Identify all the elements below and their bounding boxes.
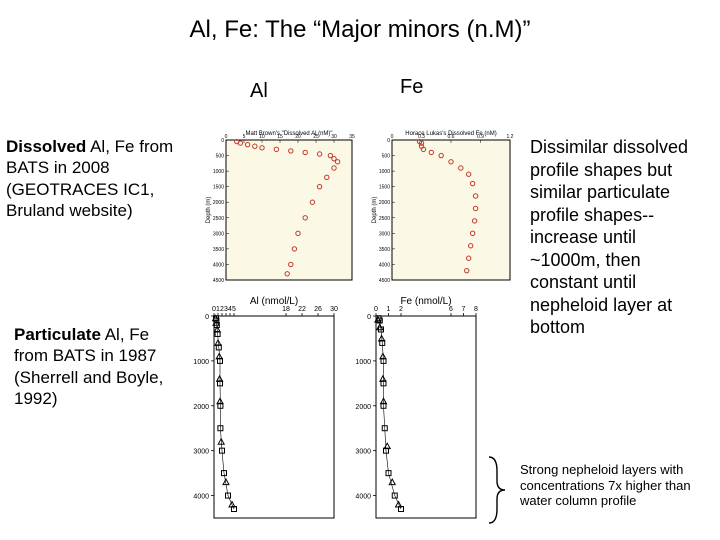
svg-text:1500: 1500 [213,185,224,191]
svg-text:3000: 3000 [379,231,390,237]
svg-text:3000: 3000 [193,449,209,456]
svg-text:Fe (nmol/L): Fe (nmol/L) [400,296,451,307]
svg-text:Depth (m): Depth (m) [372,197,378,224]
svg-text:2000: 2000 [213,200,224,206]
svg-text:4000: 4000 [355,494,371,501]
svg-text:18: 18 [282,306,290,313]
chart-dissolved-fe: Horace Lukas's Dissolved Fe (nM)00.30.60… [366,126,516,286]
column-label-fe: Fe [400,76,423,99]
svg-text:1000: 1000 [379,169,390,175]
svg-text:4500: 4500 [213,278,224,284]
caption-interpretation: Dissimilar dissolved profile shapes but … [530,136,710,339]
svg-text:20: 20 [295,134,301,140]
caption-particulate: Particulate Al, Fe from BATS in 1987 (Sh… [14,324,174,409]
svg-text:2500: 2500 [379,216,390,222]
svg-text:10: 10 [259,134,265,140]
svg-text:6: 6 [449,306,453,313]
svg-text:0: 0 [367,314,371,321]
svg-text:0.9: 0.9 [477,134,484,140]
svg-text:1000: 1000 [213,169,224,175]
svg-text:1500: 1500 [379,185,390,191]
svg-text:30: 30 [331,134,337,140]
svg-text:4000: 4000 [379,262,390,268]
svg-text:8: 8 [474,306,478,313]
svg-text:0.6: 0.6 [448,134,455,140]
svg-text:3500: 3500 [379,247,390,253]
svg-text:0: 0 [374,306,378,313]
page-title: Al, Fe: The “Major minors (n.M)” [0,16,720,44]
caption-dissolved: Dissolved Al, Fe from BATS in 2008 (GEOT… [6,136,176,221]
svg-text:35: 35 [349,134,355,140]
svg-text:1000: 1000 [193,359,209,366]
svg-text:2: 2 [399,306,403,313]
svg-text:2000: 2000 [193,404,209,411]
svg-text:Al (nmol/L): Al (nmol/L) [250,296,298,307]
svg-text:1: 1 [387,306,391,313]
svg-text:7: 7 [462,306,466,313]
svg-text:0: 0 [391,134,394,140]
brace-icon [483,455,515,525]
svg-text:3000: 3000 [355,449,371,456]
chart-dissolved-al: Matt Brown's "Dissolved Al (nM)"05101520… [200,126,358,286]
svg-text:4500: 4500 [379,278,390,284]
svg-text:2000: 2000 [355,404,371,411]
svg-text:4000: 4000 [193,494,209,501]
svg-text:0: 0 [221,138,224,144]
svg-text:2500: 2500 [213,216,224,222]
svg-text:3500: 3500 [213,247,224,253]
svg-text:500: 500 [216,154,225,160]
chart-particulate-al: Al (nmol/L)01234518222630010002000300040… [184,296,340,524]
svg-text:22: 22 [298,306,306,313]
svg-text:2000: 2000 [379,200,390,206]
svg-text:30: 30 [330,306,338,313]
caption-nepheloid: Strong nepheloid layers with concentrati… [520,462,720,509]
svg-text:0: 0 [387,138,390,144]
svg-text:0: 0 [225,134,228,140]
svg-text:5: 5 [243,134,246,140]
svg-text:4000: 4000 [213,262,224,268]
svg-text:5: 5 [232,306,236,313]
chart-particulate-fe: Fe (nmol/L) 0 1 2 6 7 8 0 1000 2000 3000 4000 [346,296,482,524]
svg-text:1.2: 1.2 [507,134,514,140]
svg-text:3000: 3000 [213,231,224,237]
svg-text:1000: 1000 [355,359,371,366]
column-label-al: Al [250,80,268,103]
svg-text:Depth (m): Depth (m) [206,197,212,224]
svg-text:500: 500 [382,154,391,160]
svg-text:15: 15 [277,134,283,140]
svg-text:26: 26 [314,306,322,313]
svg-text:25: 25 [313,134,319,140]
svg-text:0: 0 [205,314,209,321]
